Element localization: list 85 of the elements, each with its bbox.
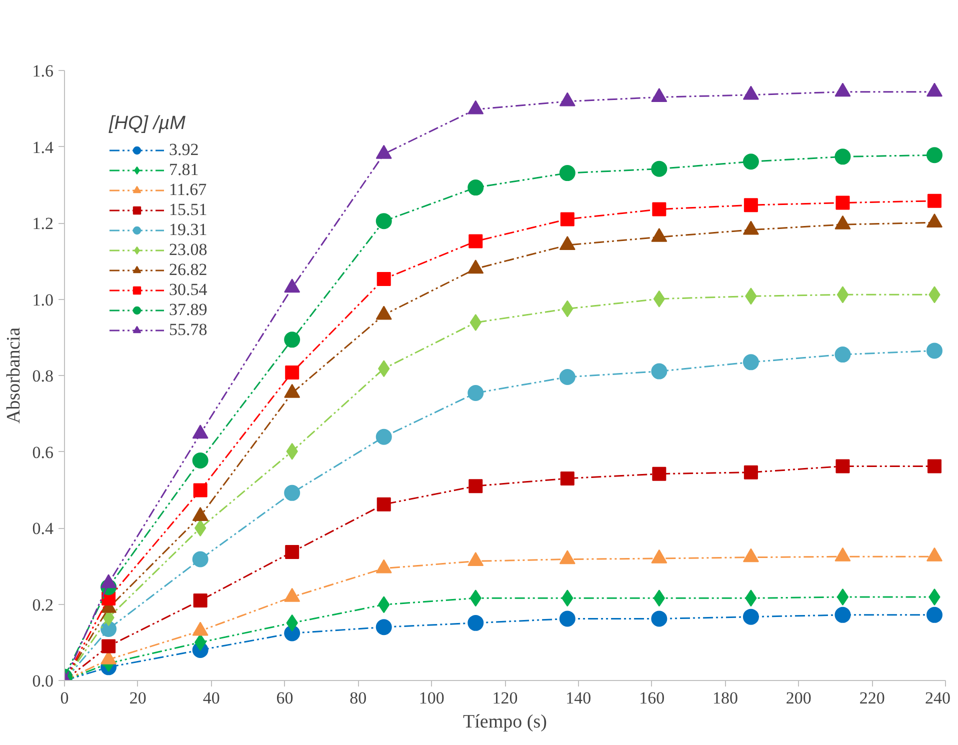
- point: [285, 545, 300, 560]
- y-tick-label: 1.6: [32, 62, 54, 80]
- point: [926, 606, 942, 623]
- y-axis-title: Absorbancia: [3, 326, 24, 424]
- x-tick-label: 240: [925, 688, 950, 708]
- point: [468, 234, 483, 248]
- point: [836, 286, 849, 304]
- point: [651, 160, 668, 177]
- legend-label: 19.31: [169, 220, 208, 240]
- point: [560, 471, 574, 486]
- point: [560, 212, 574, 226]
- legend-label: 15.51: [169, 200, 208, 220]
- point: [468, 180, 484, 196]
- point: [559, 610, 576, 627]
- point: [468, 479, 483, 494]
- point: [926, 147, 942, 164]
- legend-label: 23.08: [169, 240, 208, 260]
- point: [651, 363, 668, 380]
- legend-label: 30.54: [169, 280, 208, 300]
- point: [376, 272, 391, 286]
- x-tick-label: 80: [350, 688, 367, 708]
- x-tick-label: 120: [492, 688, 518, 708]
- point: [834, 148, 851, 165]
- point: [927, 459, 942, 474]
- legend-label: 55.78: [169, 320, 208, 340]
- legend-label: 37.89: [169, 300, 208, 320]
- x-tick-label: 180: [712, 688, 738, 708]
- x-tick-label: 220: [859, 688, 885, 708]
- point: [559, 165, 576, 182]
- point: [834, 346, 851, 363]
- point: [194, 520, 206, 536]
- y-tick-label: 0.2: [32, 595, 54, 614]
- point: [652, 466, 666, 481]
- point: [468, 385, 484, 402]
- point: [285, 365, 300, 380]
- legend-title: [HQ] /µM: [109, 113, 186, 135]
- x-tick-label: 40: [202, 688, 220, 708]
- point: [193, 593, 208, 608]
- y-tick-label: 0.4: [32, 519, 54, 538]
- point: [102, 639, 116, 654]
- point: [376, 428, 392, 445]
- point: [284, 332, 300, 348]
- point: [376, 619, 392, 636]
- x-tick-label: 20: [129, 688, 146, 708]
- point: [836, 196, 850, 210]
- point: [651, 610, 668, 627]
- y-tick-label: 1.0: [32, 290, 54, 310]
- x-tick-label: 140: [566, 688, 592, 708]
- y-tick-label: 0.0: [32, 672, 54, 690]
- legend-label: 11.67: [169, 180, 207, 200]
- point: [742, 608, 759, 625]
- point: [744, 465, 758, 480]
- y-tick-label: 1.2: [32, 214, 54, 233]
- point: [927, 194, 942, 208]
- legend-label: 7.81: [169, 160, 199, 180]
- point: [653, 290, 666, 308]
- point: [836, 588, 849, 606]
- y-tick-label: 0.6: [32, 442, 54, 462]
- point: [836, 459, 850, 474]
- point: [742, 354, 759, 370]
- point: [559, 369, 576, 386]
- point: [926, 342, 942, 359]
- point: [192, 452, 208, 469]
- x-tick-label: 160: [639, 688, 665, 708]
- x-tick-label: 200: [786, 688, 812, 708]
- y-tick-label: 0.8: [32, 366, 54, 386]
- point: [284, 484, 300, 501]
- point: [194, 634, 206, 651]
- point: [376, 497, 391, 512]
- point: [834, 606, 851, 623]
- legend-label: 3.92: [169, 140, 199, 160]
- x-tick-label: 0: [60, 688, 69, 708]
- point: [652, 202, 666, 216]
- point: [192, 551, 208, 568]
- point: [742, 154, 759, 170]
- point: [653, 590, 666, 607]
- y-tick-label: 1.4: [32, 138, 54, 157]
- point: [468, 614, 484, 631]
- point: [193, 483, 208, 498]
- x-axis-title: Tíempo (s): [463, 712, 547, 732]
- point: [376, 213, 392, 230]
- x-tick-label: 100: [418, 688, 444, 708]
- x-tick-label: 60: [276, 688, 294, 708]
- legend-label: 26.82: [169, 260, 208, 280]
- point: [744, 198, 758, 212]
